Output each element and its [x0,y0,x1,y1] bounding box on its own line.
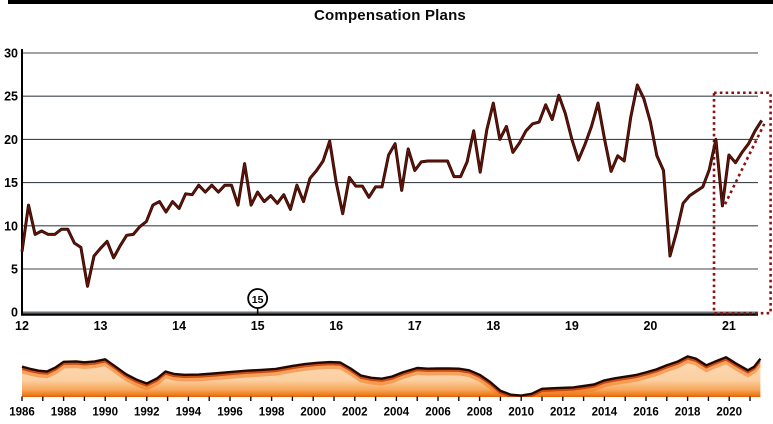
history-year-label: 1994 [176,407,202,419]
circle-annotation [247,288,269,309]
y-axis-tick-label: 10 [4,219,18,233]
history-year-label: 2016 [633,407,659,419]
history-year-label: 2002 [342,407,368,419]
history-year-label: 1988 [51,407,77,419]
x-axis-tick-label: 15 [251,319,265,333]
x-axis-tick-label: 19 [565,319,579,333]
y-axis-tick-label: 25 [4,90,18,104]
x-axis-tick-label: 13 [94,319,108,333]
history-year-label: 2014 [592,407,618,419]
history-year-label: 1998 [259,407,285,419]
history-area-top-line [21,355,762,397]
history-year-label: 2004 [384,407,410,419]
history-year-label: 2000 [300,407,326,419]
history-year-label: 2012 [550,407,576,419]
history-year-label: 1992 [134,407,160,419]
y-axis-tick-label: 20 [4,133,18,147]
x-axis-tick-label: 12 [15,319,29,333]
history-year-label: 1986 [9,407,35,419]
x-axis-tick-label: 17 [408,319,422,333]
x-axis-tick-label: 21 [722,319,736,333]
forecast-trend-line [723,123,766,205]
history-year-label: 2010 [508,407,534,419]
history-year-label: 2008 [467,407,493,419]
history-area-glow [22,357,761,397]
x-axis-tick-label: 14 [172,319,186,333]
circle-annotation-label: 15 [252,294,264,306]
history-year-label: 2020 [716,407,742,419]
y-axis-tick-label: 30 [4,47,18,61]
y-axis-tick-label: 5 [11,263,18,277]
x-axis-tick-label: 16 [329,319,343,333]
x-axis-tick-label: 18 [486,319,500,333]
history-year-label: 2018 [675,407,701,419]
compensation-plans-line [20,83,763,288]
history-year-label: 1996 [217,407,243,419]
compensation-plans-line-core [21,84,763,287]
history-year-label: 2006 [425,407,451,419]
y-axis-tick-label: 0 [11,306,18,320]
page-title: Compensation Plans [314,7,466,24]
x-axis-tick-label: 20 [643,319,657,333]
y-axis-tick-label: 15 [4,176,18,190]
history-year-label: 1990 [92,407,118,419]
top-border-bar [8,0,773,4]
history-area-fill [22,356,761,397]
